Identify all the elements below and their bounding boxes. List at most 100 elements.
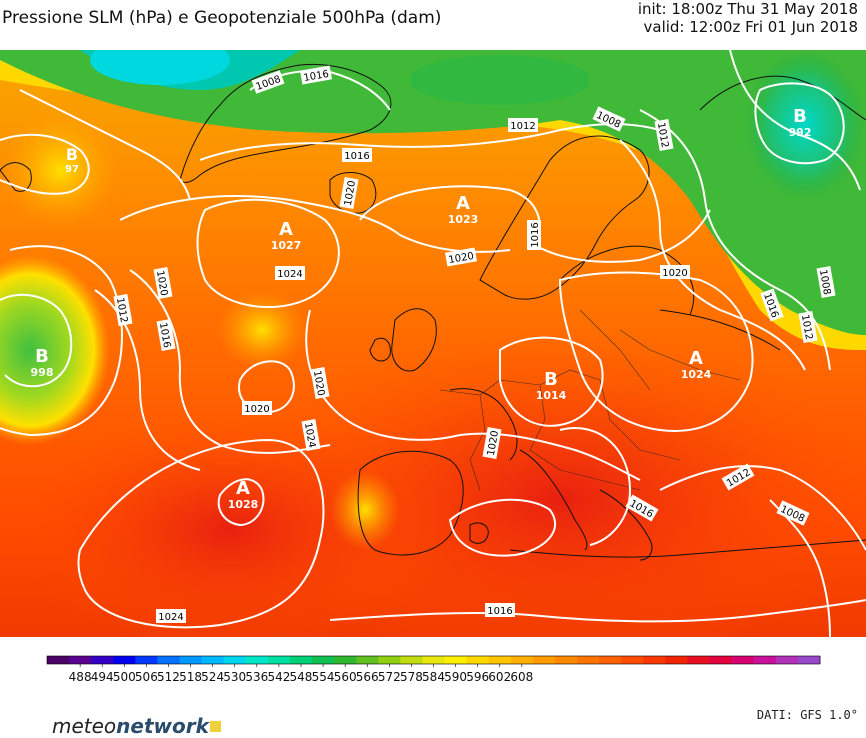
- legend-swatches: [46, 655, 821, 665]
- valid-time: valid: 12:00z Fri 01 Jun 2018: [643, 18, 859, 36]
- legend-swatch: [334, 656, 357, 664]
- legend-swatch: [554, 656, 578, 664]
- legend-tick-label: 500: [113, 670, 136, 684]
- legend-swatch: [444, 656, 468, 664]
- pressure-center: B 992: [789, 106, 812, 139]
- pressure-center-letter: B: [35, 346, 49, 367]
- legend-tick-label: 566: [356, 670, 379, 684]
- borders: [439, 309, 741, 491]
- weather-map: 1008 1016 1012 1008 1012 1016 1020 1020 …: [0, 50, 866, 637]
- legend-swatch: [201, 656, 225, 664]
- logo-text-regular: meteo: [52, 714, 117, 738]
- legend-tick-label: 590: [444, 670, 467, 684]
- pressure-center-letter: A: [456, 193, 470, 214]
- atlantic-low-field: [0, 255, 110, 445]
- data-source: DATI: GFS 1.0°: [756, 708, 858, 722]
- legend-swatch: [223, 656, 247, 664]
- legend-swatch: [267, 656, 291, 664]
- legend-tick-label: 554: [312, 670, 335, 684]
- pressure-center: B 1014: [536, 369, 567, 402]
- chart-title: Pressione SLM (hPa) e Geopotenziale 500h…: [2, 8, 442, 28]
- pressure-center: A 1027: [271, 219, 302, 252]
- legend-swatch: [69, 656, 92, 664]
- green-patch: [410, 55, 590, 105]
- legend-swatch: [797, 656, 821, 664]
- legend-tick-label: 548: [290, 670, 313, 684]
- logo-square-icon: [209, 721, 221, 732]
- cyan-core: [90, 50, 230, 85]
- isobar-label: 1020: [662, 268, 687, 279]
- legend-tick-label: 506: [135, 670, 158, 684]
- legend-swatch: [422, 656, 446, 664]
- legend-swatch: [577, 656, 600, 664]
- legend-swatch: [532, 656, 556, 664]
- pressure-center-value: 1014: [536, 389, 567, 402]
- pressure-center-value: 1024: [681, 368, 712, 381]
- legend-swatch: [378, 656, 401, 664]
- isobar-label: 1012: [510, 121, 535, 132]
- pressure-center-letter: A: [236, 478, 250, 499]
- cyan-low: [745, 50, 865, 200]
- isobar-label: 1016: [303, 69, 330, 84]
- pressure-center: A 1023: [448, 193, 479, 226]
- legend-swatch: [356, 656, 379, 664]
- legend-tick-label: 524: [201, 670, 224, 684]
- pressure-center-value: 97: [65, 164, 79, 175]
- legend-swatch: [488, 656, 512, 664]
- isobar-label: 1020: [154, 270, 169, 297]
- legend-tick-label: 518: [179, 670, 202, 684]
- legend-swatch: [312, 656, 335, 664]
- pressure-center-letter: B: [793, 106, 807, 127]
- logo-text-bold: network: [116, 714, 209, 738]
- legend-swatch: [400, 656, 423, 664]
- pressure-center: B 97: [65, 145, 79, 175]
- legend-tick-label: 512: [157, 670, 180, 684]
- pressure-center: A 1024: [681, 348, 712, 381]
- legend-ticks: 488 494 500 506 512 518 524 530 536 542 548 554 560 5…: [69, 664, 533, 684]
- pressure-center-value: 992: [789, 126, 812, 139]
- legend-tick-label: 530: [223, 670, 246, 684]
- legend-tick-label: 572: [378, 670, 401, 684]
- isobar-label: 1016: [157, 322, 172, 349]
- legend-tick-label: 560: [334, 670, 357, 684]
- legend-tick-label: 608: [510, 670, 533, 684]
- coastlines: [0, 63, 866, 561]
- pressure-center: B 998: [31, 346, 54, 379]
- isobar-label: 1020: [343, 180, 358, 207]
- isobar-label: 1012: [655, 122, 670, 149]
- legend-swatch: [289, 656, 313, 664]
- legend-tick-label: 584: [422, 670, 445, 684]
- warm-area-atlantic: [10, 410, 450, 637]
- pressure-center-value: 1023: [448, 213, 479, 226]
- legend-swatch: [135, 656, 158, 664]
- legend-swatch: [731, 656, 755, 664]
- pressure-center-letter: B: [66, 145, 78, 164]
- isobar-label: 1016: [487, 606, 512, 617]
- legend-swatch: [466, 656, 490, 664]
- yellow-spot-3: [0, 110, 120, 230]
- pressure-center-letter: A: [279, 219, 293, 240]
- isobar-label: 1024: [277, 269, 302, 280]
- pressure-center-value: 998: [31, 366, 54, 379]
- legend-swatch: [510, 656, 534, 664]
- isobar-label: 1016: [344, 151, 369, 162]
- legend-tick-label: 602: [488, 670, 511, 684]
- legend-tick-label: 488: [69, 670, 92, 684]
- run-info: init: 18:00z Thu 31 May 2018 valid: 12:0…: [638, 0, 858, 36]
- isobar-label: 1020: [486, 430, 501, 457]
- legend-swatch: [113, 656, 136, 664]
- legend-swatch: [709, 656, 733, 664]
- legend-tick-label: 542: [267, 670, 290, 684]
- yellow-spot-1: [217, 290, 307, 370]
- pressure-centers: B 992 B 998 A 1027 A 1023 A 1028 A 1024 …: [31, 106, 812, 511]
- isobar-label: 1012: [799, 314, 814, 341]
- isobar-label: 1012: [114, 297, 129, 324]
- isobar-label: 1024: [158, 612, 183, 623]
- yellow-spot-2: [330, 470, 400, 550]
- isobar-label: 1020: [244, 404, 269, 415]
- legend-swatch: [599, 656, 622, 664]
- pressure-center-letter: A: [689, 348, 703, 369]
- isobar-label: 1016: [530, 222, 541, 247]
- meteonetwork-logo: meteonetwork: [52, 714, 221, 738]
- legend-tick-label: 536: [245, 670, 268, 684]
